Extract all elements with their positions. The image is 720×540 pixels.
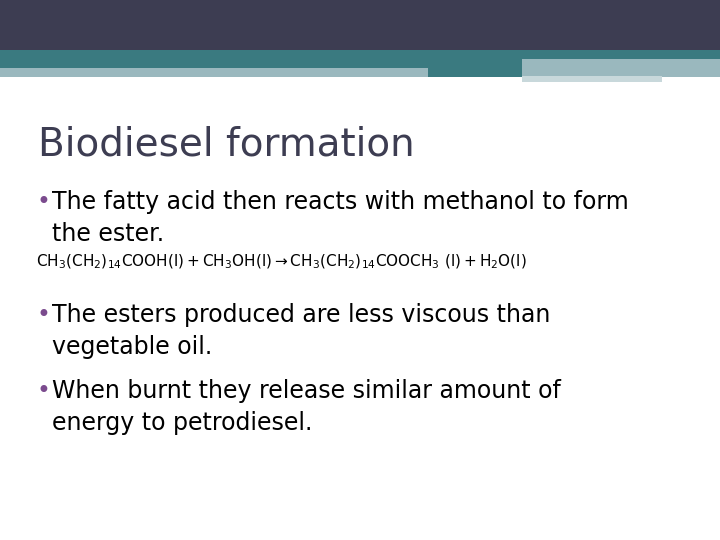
Text: When burnt they release similar amount of
energy to petrodiesel.: When burnt they release similar amount o… bbox=[52, 379, 561, 435]
Text: The esters produced are less viscous than
vegetable oil.: The esters produced are less viscous tha… bbox=[52, 303, 550, 359]
Text: $\mathregular{CH_3(CH_2)_{14}COOH(l) + CH_3OH(l) \rightarrow CH_3(CH_2)_{14}COOC: $\mathregular{CH_3(CH_2)_{14}COOH(l) + C… bbox=[36, 253, 526, 272]
Text: •: • bbox=[36, 303, 50, 327]
Text: •: • bbox=[36, 190, 50, 214]
Bar bbox=[522, 59, 720, 77]
Bar bbox=[428, 59, 522, 77]
Bar bbox=[522, 76, 662, 82]
Text: The fatty acid then reacts with methanol to form
the ester.: The fatty acid then reacts with methanol… bbox=[52, 190, 629, 246]
Bar bbox=[0, 68, 428, 77]
Bar bbox=[0, 50, 720, 68]
Text: •: • bbox=[36, 379, 50, 403]
Text: Biodiesel formation: Biodiesel formation bbox=[38, 125, 415, 163]
Bar bbox=[0, 0, 720, 50]
